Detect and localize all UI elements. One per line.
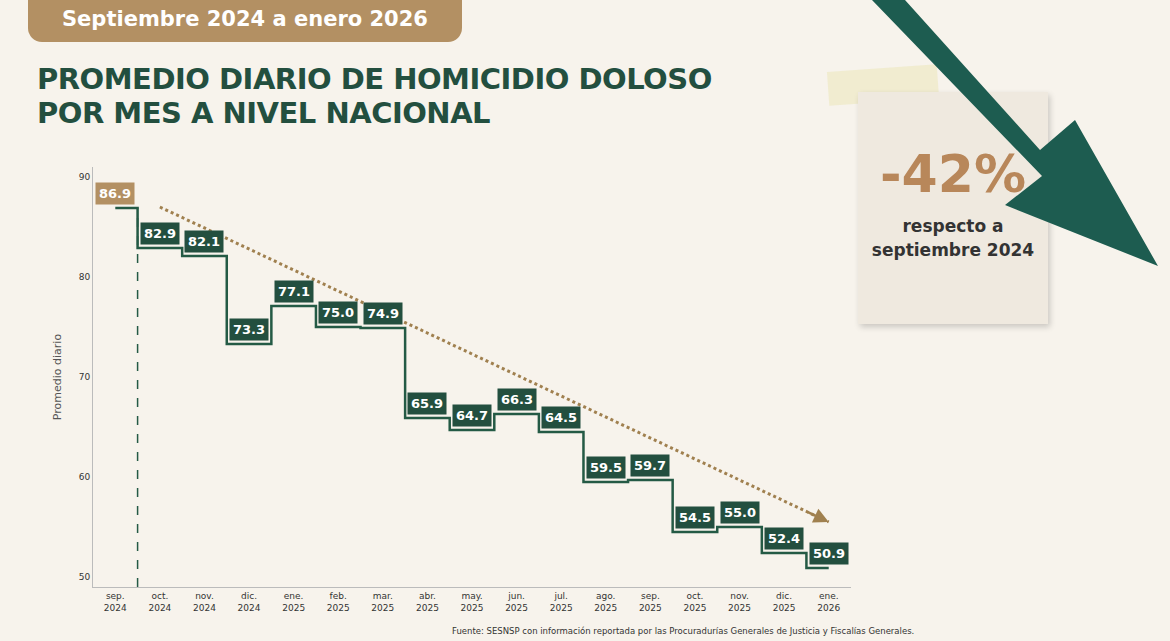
html-text:PROMEDIO DIARIO DE HOMICIDIO D: PROMEDIO DIARIO DE HOMICIDIO DOLOSO POR … <box>37 62 712 130</box>
svg-text:75.0: 75.0 <box>322 305 354 320</box>
svg-text:64.5: 64.5 <box>545 410 577 425</box>
svg-text:oct.2025: oct.2025 <box>683 591 706 613</box>
svg-text:jul.2025: jul.2025 <box>550 591 573 613</box>
svg-text:sep.2024: sep.2024 <box>104 591 127 613</box>
svg-text:ene.2026: ene.2026 <box>817 591 840 613</box>
svg-text:52.4: 52.4 <box>768 531 800 546</box>
svg-text:77.1: 77.1 <box>278 284 310 299</box>
svg-text:jun.2025: jun.2025 <box>505 591 528 613</box>
html-text:Septiembre 2024 a enero 2026: Septiembre 2024 a enero 2026 <box>62 7 428 31</box>
html-text:Fuente: SESNSP con información: Fuente: SESNSP con información reportada… <box>452 626 915 636</box>
svg-text:feb.2025: feb.2025 <box>327 591 350 613</box>
svg-text:66.3: 66.3 <box>501 392 533 407</box>
svg-text:nov.2025: nov.2025 <box>728 591 751 613</box>
svg-text:70: 70 <box>79 372 91 382</box>
svg-text:sep.2025: sep.2025 <box>639 591 662 613</box>
svg-text:82.1: 82.1 <box>188 234 220 249</box>
svg-text:mar.2025: mar.2025 <box>371 591 394 613</box>
svg-text:dic.2025: dic.2025 <box>773 591 796 613</box>
svg-text:nov.2024: nov.2024 <box>193 591 216 613</box>
svg-text:54.5: 54.5 <box>679 510 711 525</box>
svg-text:90: 90 <box>79 172 91 182</box>
svg-text:ago.2025: ago.2025 <box>594 591 617 613</box>
svg-text:may.2025: may.2025 <box>461 591 484 613</box>
svg-text:82.9: 82.9 <box>144 226 176 241</box>
svg-text:59.7: 59.7 <box>634 458 666 473</box>
html-text:septiembre 2024: septiembre 2024 <box>871 240 1035 260</box>
svg-text:dic.2024: dic.2024 <box>238 591 261 613</box>
svg-text:Promedio diario: Promedio diario <box>51 334 64 421</box>
svg-text:60: 60 <box>79 472 91 482</box>
svg-text:65.9: 65.9 <box>411 396 443 411</box>
html-text:respecto a: respecto a <box>902 216 1004 236</box>
svg-text:abr.2025: abr.2025 <box>416 591 439 613</box>
svg-text:oct.2024: oct.2024 <box>148 591 171 613</box>
svg-text:86.9: 86.9 <box>99 186 131 201</box>
svg-text:59.5: 59.5 <box>590 460 622 475</box>
svg-text:50: 50 <box>79 572 91 582</box>
svg-text:73.3: 73.3 <box>233 322 265 337</box>
svg-text:ene.2025: ene.2025 <box>282 591 305 613</box>
html-text:-42%: -42% <box>880 144 1026 204</box>
svg-text:55.0: 55.0 <box>724 505 756 520</box>
svg-text:64.7: 64.7 <box>456 408 488 423</box>
svg-text:50.9: 50.9 <box>813 546 845 561</box>
svg-text:80: 80 <box>79 272 91 282</box>
svg-text:74.9: 74.9 <box>367 306 399 321</box>
